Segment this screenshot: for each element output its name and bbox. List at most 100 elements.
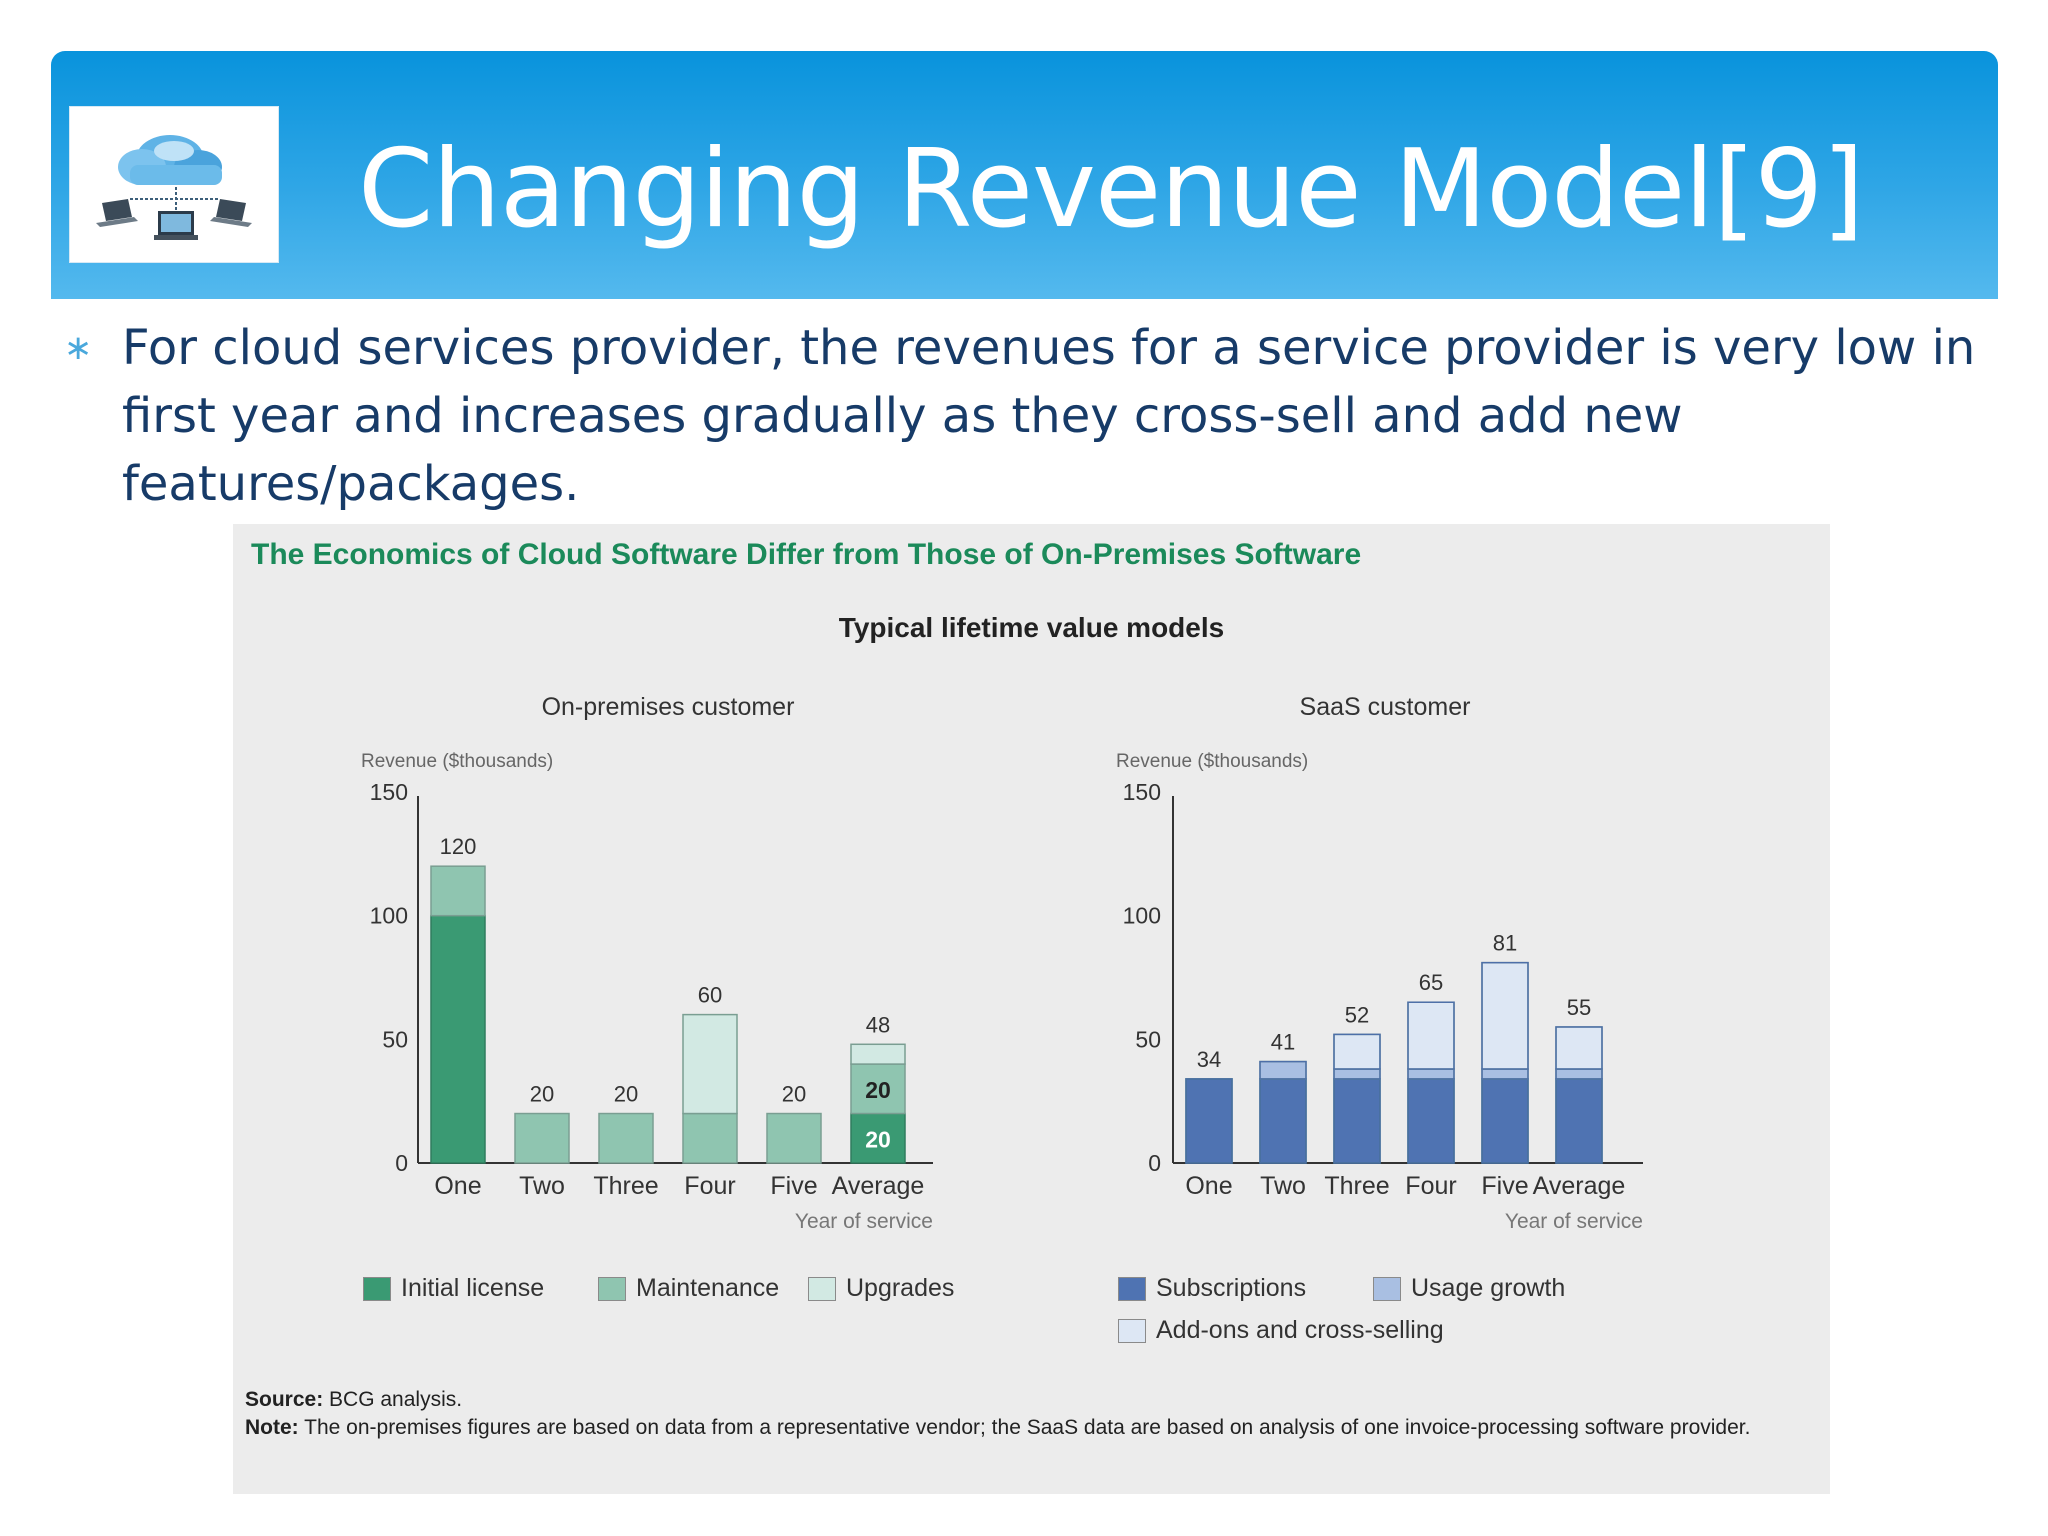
x-tick-label: One <box>1185 1172 1232 1200</box>
bar-onprem-1 <box>850 1063 906 1115</box>
bar-onprem-2 <box>682 1013 738 1115</box>
slide-title: Changing Revenue Model[9] <box>358 127 1864 252</box>
bar-saas-0 <box>1481 1078 1529 1164</box>
bar-total-label: 34 <box>1197 1047 1221 1072</box>
logo <box>69 106 279 263</box>
legend-item: Add-ons and cross-selling <box>1118 1316 1444 1345</box>
x-tick-label: Three <box>1324 1172 1389 1200</box>
x-tick-label: Average <box>832 1172 925 1200</box>
bar-total-label: 52 <box>1345 1002 1369 1027</box>
bar-outline-saas <box>1407 1001 1455 1070</box>
y-tick-label: 150 <box>1123 779 1161 805</box>
legend-swatch <box>1118 1318 1146 1343</box>
x-tick-label: Three <box>593 1172 658 1200</box>
bar-saas-0 <box>1333 1078 1381 1164</box>
source-note: Source: BCG analysis. Note: The on-premi… <box>245 1386 1805 1442</box>
figure-title: The Economics of Cloud Software Differ f… <box>251 538 1362 571</box>
bar-saas-2 <box>1481 961 1529 1070</box>
bar-onprem-0 <box>430 914 486 1164</box>
bar-onprem-2 <box>850 1043 906 1065</box>
bar-outline-saas <box>1481 961 1529 1070</box>
bar-outline-saas <box>1333 1033 1381 1070</box>
y-tick-label: 100 <box>370 903 408 929</box>
bar-saas-1 <box>1481 1068 1529 1080</box>
bullet-marker: ∗ <box>64 328 93 368</box>
legend-label: Maintenance <box>636 1274 780 1302</box>
figure-subtitle: Typical lifetime value models <box>838 612 1225 643</box>
bar-saas-1 <box>1333 1068 1381 1080</box>
y-tick-label: 150 <box>370 779 408 805</box>
chart-title-onprem: On-premises customer <box>542 693 795 721</box>
y-tick-label: 50 <box>1135 1026 1161 1052</box>
bar-total-label: 60 <box>698 983 722 1008</box>
y-tick-label: 0 <box>1148 1150 1161 1176</box>
bar-total-label: 20 <box>782 1082 806 1107</box>
bar-outline-saas <box>1185 1078 1233 1164</box>
bar-saas-0 <box>1407 1078 1455 1164</box>
bar-total-label: 120 <box>440 834 477 859</box>
bar-saas-0 <box>1185 1078 1233 1164</box>
x-tick-label: One <box>434 1172 481 1200</box>
bullet-text: For cloud services provider, the revenue… <box>122 320 1976 512</box>
legend-label: Upgrades <box>846 1274 955 1302</box>
bar-saas-2 <box>1407 1001 1455 1070</box>
x-axis-label-onprem: Year of service <box>795 1210 933 1233</box>
bar-saas-2 <box>1555 1026 1603 1070</box>
legend-swatch <box>808 1276 836 1301</box>
legend-label: Subscriptions <box>1156 1274 1307 1302</box>
legend-item: Usage growth <box>1373 1274 1565 1303</box>
source-text: BCG analysis. <box>329 1388 463 1411</box>
bar-onprem-1 <box>598 1112 654 1164</box>
bar-total-label: 65 <box>1419 970 1443 995</box>
bar-inner-label: 20 <box>865 1077 891 1103</box>
legend-item: Maintenance <box>598 1274 779 1303</box>
bar-saas-1 <box>1555 1068 1603 1080</box>
bar-onprem-1 <box>430 865 486 917</box>
x-tick-label: Four <box>684 1172 735 1200</box>
bar-onprem-0 <box>850 1112 906 1164</box>
bar-total-label: 55 <box>1567 995 1591 1020</box>
chart-title-saas: SaaS customer <box>1300 693 1471 721</box>
y-axis-label-onprem: Revenue ($thousands) <box>361 751 553 772</box>
bar-outline-saas <box>1259 1060 1307 1080</box>
legend-item: Upgrades <box>808 1274 954 1303</box>
charts-canvas: On-premises customer Revenue ($thousands)… <box>361 693 1643 1233</box>
cloud-network-icon <box>96 135 252 240</box>
legend-swatch <box>1373 1276 1401 1301</box>
bar-inner-label: 20 <box>865 1126 891 1152</box>
bar-onprem-1 <box>682 1112 738 1164</box>
bar-onprem-1 <box>514 1112 570 1164</box>
x-tick-label: Five <box>1481 1172 1528 1200</box>
bar-total-label: 20 <box>614 1082 638 1107</box>
bar-outline-saas <box>1555 1026 1603 1070</box>
bar-saas-0 <box>1259 1078 1307 1164</box>
title-bar <box>51 51 1998 299</box>
x-tick-label: Average <box>1533 1172 1626 1200</box>
x-tick-label: Five <box>770 1172 817 1200</box>
legend-item: Subscriptions <box>1118 1274 1306 1303</box>
x-tick-label: Two <box>519 1172 565 1200</box>
y-tick-label: 50 <box>382 1026 408 1052</box>
legend-label: Usage growth <box>1411 1274 1566 1302</box>
x-axis-label-saas: Year of service <box>1505 1210 1643 1233</box>
bar-saas-2 <box>1333 1033 1381 1070</box>
bar-onprem-1 <box>766 1112 822 1164</box>
bar-total-label: 81 <box>1493 931 1517 956</box>
bar-total-label: 41 <box>1271 1030 1295 1055</box>
legend-swatch <box>363 1276 391 1301</box>
legend-label: Initial license <box>401 1274 545 1302</box>
legend-item: Initial license <box>363 1274 544 1303</box>
y-tick-label: 100 <box>1123 903 1161 929</box>
note-label: Note: <box>245 1416 299 1439</box>
note-text: The on-premises figures are based on dat… <box>304 1416 1751 1439</box>
x-tick-label: Two <box>1260 1172 1306 1200</box>
legend-swatch <box>598 1276 626 1301</box>
bar-saas-0 <box>1555 1078 1603 1164</box>
chart-figure: The Economics of Cloud Software Differ f… <box>233 524 1830 1494</box>
legend-swatch <box>1118 1276 1146 1301</box>
y-tick-label: 0 <box>395 1150 408 1176</box>
source-label: Source: <box>245 1388 324 1411</box>
legend-label: Add-ons and cross-selling <box>1156 1316 1444 1344</box>
bar-total-label: 20 <box>530 1082 554 1107</box>
bar-saas-1 <box>1407 1068 1455 1080</box>
